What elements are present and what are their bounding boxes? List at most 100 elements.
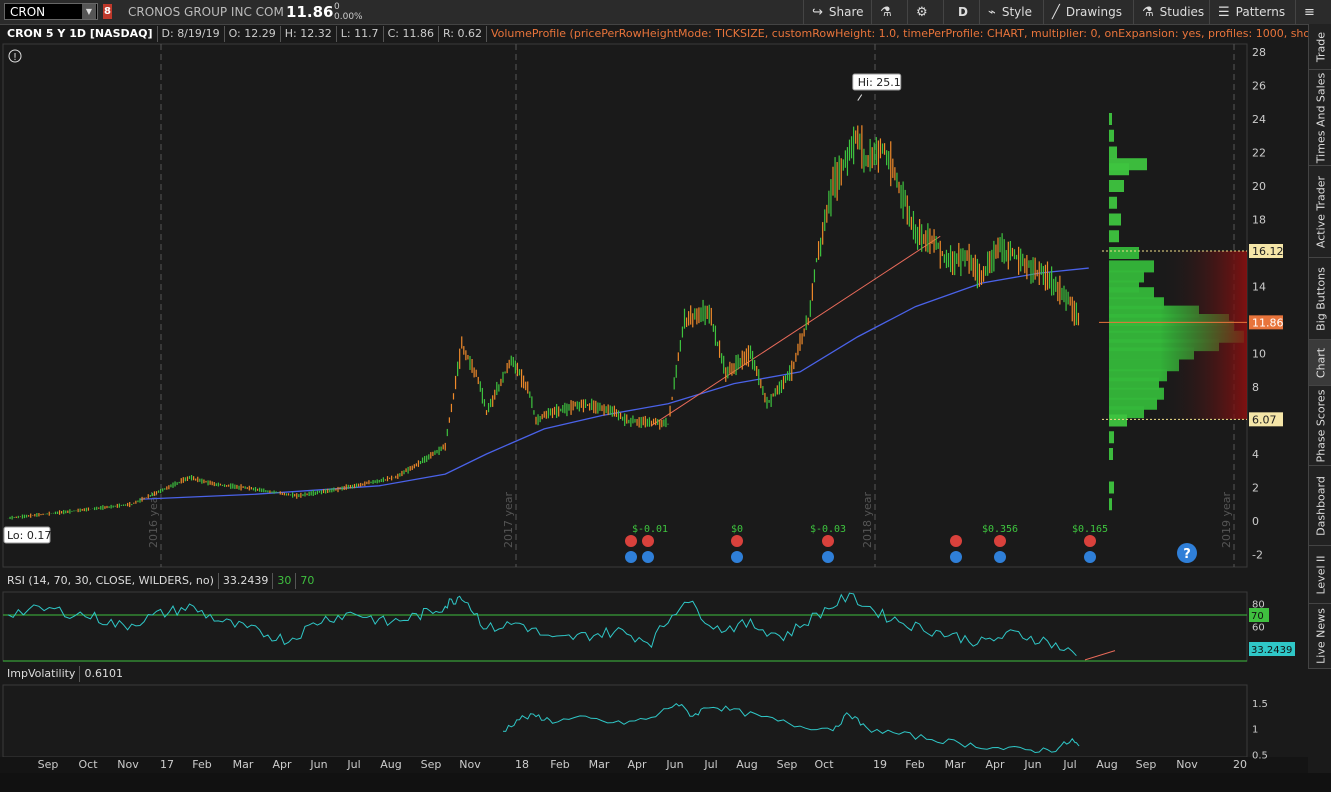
sidebar-tab-big-buttons[interactable]: Big Buttons <box>1309 258 1331 340</box>
earnings-label: $-0.01 <box>632 524 668 535</box>
volume-profile-bin <box>1109 481 1114 494</box>
chart-canvas[interactable]: -202468101214161820222426282016 year2017… <box>0 0 1308 773</box>
time-tick-label: Sep <box>777 758 798 771</box>
time-tick-label: Mar <box>589 758 610 771</box>
time-tick-label: Aug <box>1096 758 1117 771</box>
sidebar-tab-label: Level II <box>1314 554 1327 595</box>
share-button[interactable]: ↪ Share <box>803 0 871 24</box>
flag-badge[interactable]: 8 <box>103 4 112 19</box>
iv-tick-label: 0.5 <box>1252 750 1268 761</box>
rsi-overbought-tag-box <box>1249 608 1269 622</box>
dividend-info-icon <box>822 551 834 563</box>
top-toolbar: CRON ▼ 8 CRONOS GROUP INC COM 11.86 0 0.… <box>0 0 1331 25</box>
dividend-info-icon <box>950 551 962 563</box>
price-panel <box>2 43 1248 568</box>
volume-profile-bin <box>1109 196 1117 209</box>
earnings-phone-icon <box>950 535 962 547</box>
price-tick-label: 10 <box>1252 348 1266 361</box>
value-area-low-tag: 6.07 <box>1252 413 1277 426</box>
sidebar-tab-phase-scores[interactable]: Phase Scores <box>1309 386 1331 466</box>
help-icon-glyph: ? <box>1183 547 1191 562</box>
year-label: 2018 year <box>861 491 874 548</box>
legend-low: L: 11.7 <box>337 26 384 42</box>
sidebar-tab-chart[interactable]: Chart <box>1309 340 1331 386</box>
earnings-label: $0 <box>731 524 743 535</box>
time-tick-label: Nov <box>117 758 139 771</box>
studies-button[interactable]: ⚗ Studies <box>1133 0 1209 24</box>
menu-icon: ≡ <box>1304 5 1315 20</box>
volume-profile-bin <box>1109 163 1129 176</box>
rsi-value-tag: 33.2439 <box>1251 645 1292 656</box>
help-icon <box>1177 543 1197 563</box>
alert-icon <box>8 49 22 63</box>
pencil-icon: ╱ <box>1052 5 1060 20</box>
time-tick-label: Nov <box>1176 758 1198 771</box>
time-tick-label: Nov <box>459 758 481 771</box>
value-area-shade <box>1160 250 1247 420</box>
volume-profile-legend[interactable]: VolumeProfile (pricePerRowHeightMode: TI… <box>490 27 1329 40</box>
time-axis-bar <box>0 757 1308 773</box>
sidebar-tab-label: Trade <box>1314 31 1327 62</box>
rsi-title: RSI (14, 70, 30, CLOSE, WILDERS, no) <box>3 573 219 589</box>
company-name: CRONOS GROUP INC COM <box>128 5 284 19</box>
iv-title: ImpVolatility <box>3 666 81 682</box>
drawings-label: Drawings <box>1065 5 1122 19</box>
earnings-label: $0.165 <box>1072 524 1108 535</box>
time-tick-label: Sep <box>38 758 59 771</box>
price-tick-label: 14 <box>1252 281 1266 294</box>
price-tick-label: 24 <box>1252 113 1266 126</box>
share-label: Share <box>828 5 864 19</box>
high-label: Hi: 25.1 <box>858 76 901 89</box>
style-button[interactable]: ⌁ Style <box>979 0 1043 24</box>
sidebar-tab-level-ii[interactable]: Level II <box>1309 546 1331 604</box>
price-tick-label: 0 <box>1252 515 1259 528</box>
time-tick-label: Oct <box>814 758 834 771</box>
sidebar-tab-times-and-sales[interactable]: Times And Sales <box>1309 70 1331 166</box>
drawings-button[interactable]: ╱ Drawings <box>1043 0 1133 24</box>
flask-icon: ⚗ <box>880 5 892 20</box>
time-tick-label: 19 <box>873 758 887 771</box>
sidebar-tab-dashboard[interactable]: Dashboard <box>1309 466 1331 546</box>
period-button[interactable]: D <box>943 0 979 24</box>
earnings-phone-icon <box>1084 535 1096 547</box>
last-price-tag: 11.86 <box>1252 316 1284 329</box>
legend-high: H: 12.32 <box>281 26 337 42</box>
change-percent: 0.00% <box>334 12 363 22</box>
rsi-tick-label: 60 <box>1252 623 1265 634</box>
volume-profile-bin <box>1109 146 1117 159</box>
settings-button[interactable]: ⚙ <box>907 0 943 24</box>
time-tick-label: Mar <box>233 758 254 771</box>
rsi-value-tag-box <box>1249 642 1295 656</box>
time-tick-label: Aug <box>736 758 757 771</box>
time-tick-label: Apr <box>985 758 1005 771</box>
sidebar-tab-trade[interactable]: Trade <box>1309 24 1331 70</box>
dividend-info-icon <box>994 551 1006 563</box>
menu-button[interactable]: ≡ <box>1295 0 1331 24</box>
low-label-box <box>3 526 51 544</box>
sidebar-tab-live-news[interactable]: Live News <box>1309 604 1331 669</box>
symbol-input[interactable]: CRON <box>4 3 98 20</box>
high-label-box <box>852 73 902 91</box>
time-tick-label: Feb <box>192 758 211 771</box>
sidebar-tab-active-trader[interactable]: Active Trader <box>1309 166 1331 258</box>
sidebar-tab-label: Phase Scores <box>1314 389 1327 462</box>
low-label: Lo: 0.17 <box>7 529 51 542</box>
volume-profile-bin <box>1109 270 1144 283</box>
time-tick-label: Jul <box>703 758 717 771</box>
style-icon: ⌁ <box>988 5 996 20</box>
alert-icon-glyph: ! <box>13 52 17 63</box>
time-tick-label: Jun <box>309 758 327 771</box>
year-label: 2019 year <box>1220 491 1233 548</box>
volume-profile-bin <box>1109 129 1114 142</box>
iv-tick-label: 1.5 <box>1252 699 1268 710</box>
high-marker-line <box>857 94 863 101</box>
bottom-scrollbar[interactable] <box>0 773 1331 792</box>
iv-panel <box>2 684 1248 758</box>
price-change: 0 0.00% <box>334 2 363 22</box>
patterns-button[interactable]: ☰ Patterns <box>1209 0 1295 24</box>
flask-button[interactable]: ⚗ <box>871 0 907 24</box>
value-area-high-tag: 16.12 <box>1252 245 1284 258</box>
symbol-dropdown-icon[interactable]: ▼ <box>82 4 96 19</box>
rsi-trend-line <box>1084 650 1116 661</box>
style-label: Style <box>1001 5 1032 19</box>
